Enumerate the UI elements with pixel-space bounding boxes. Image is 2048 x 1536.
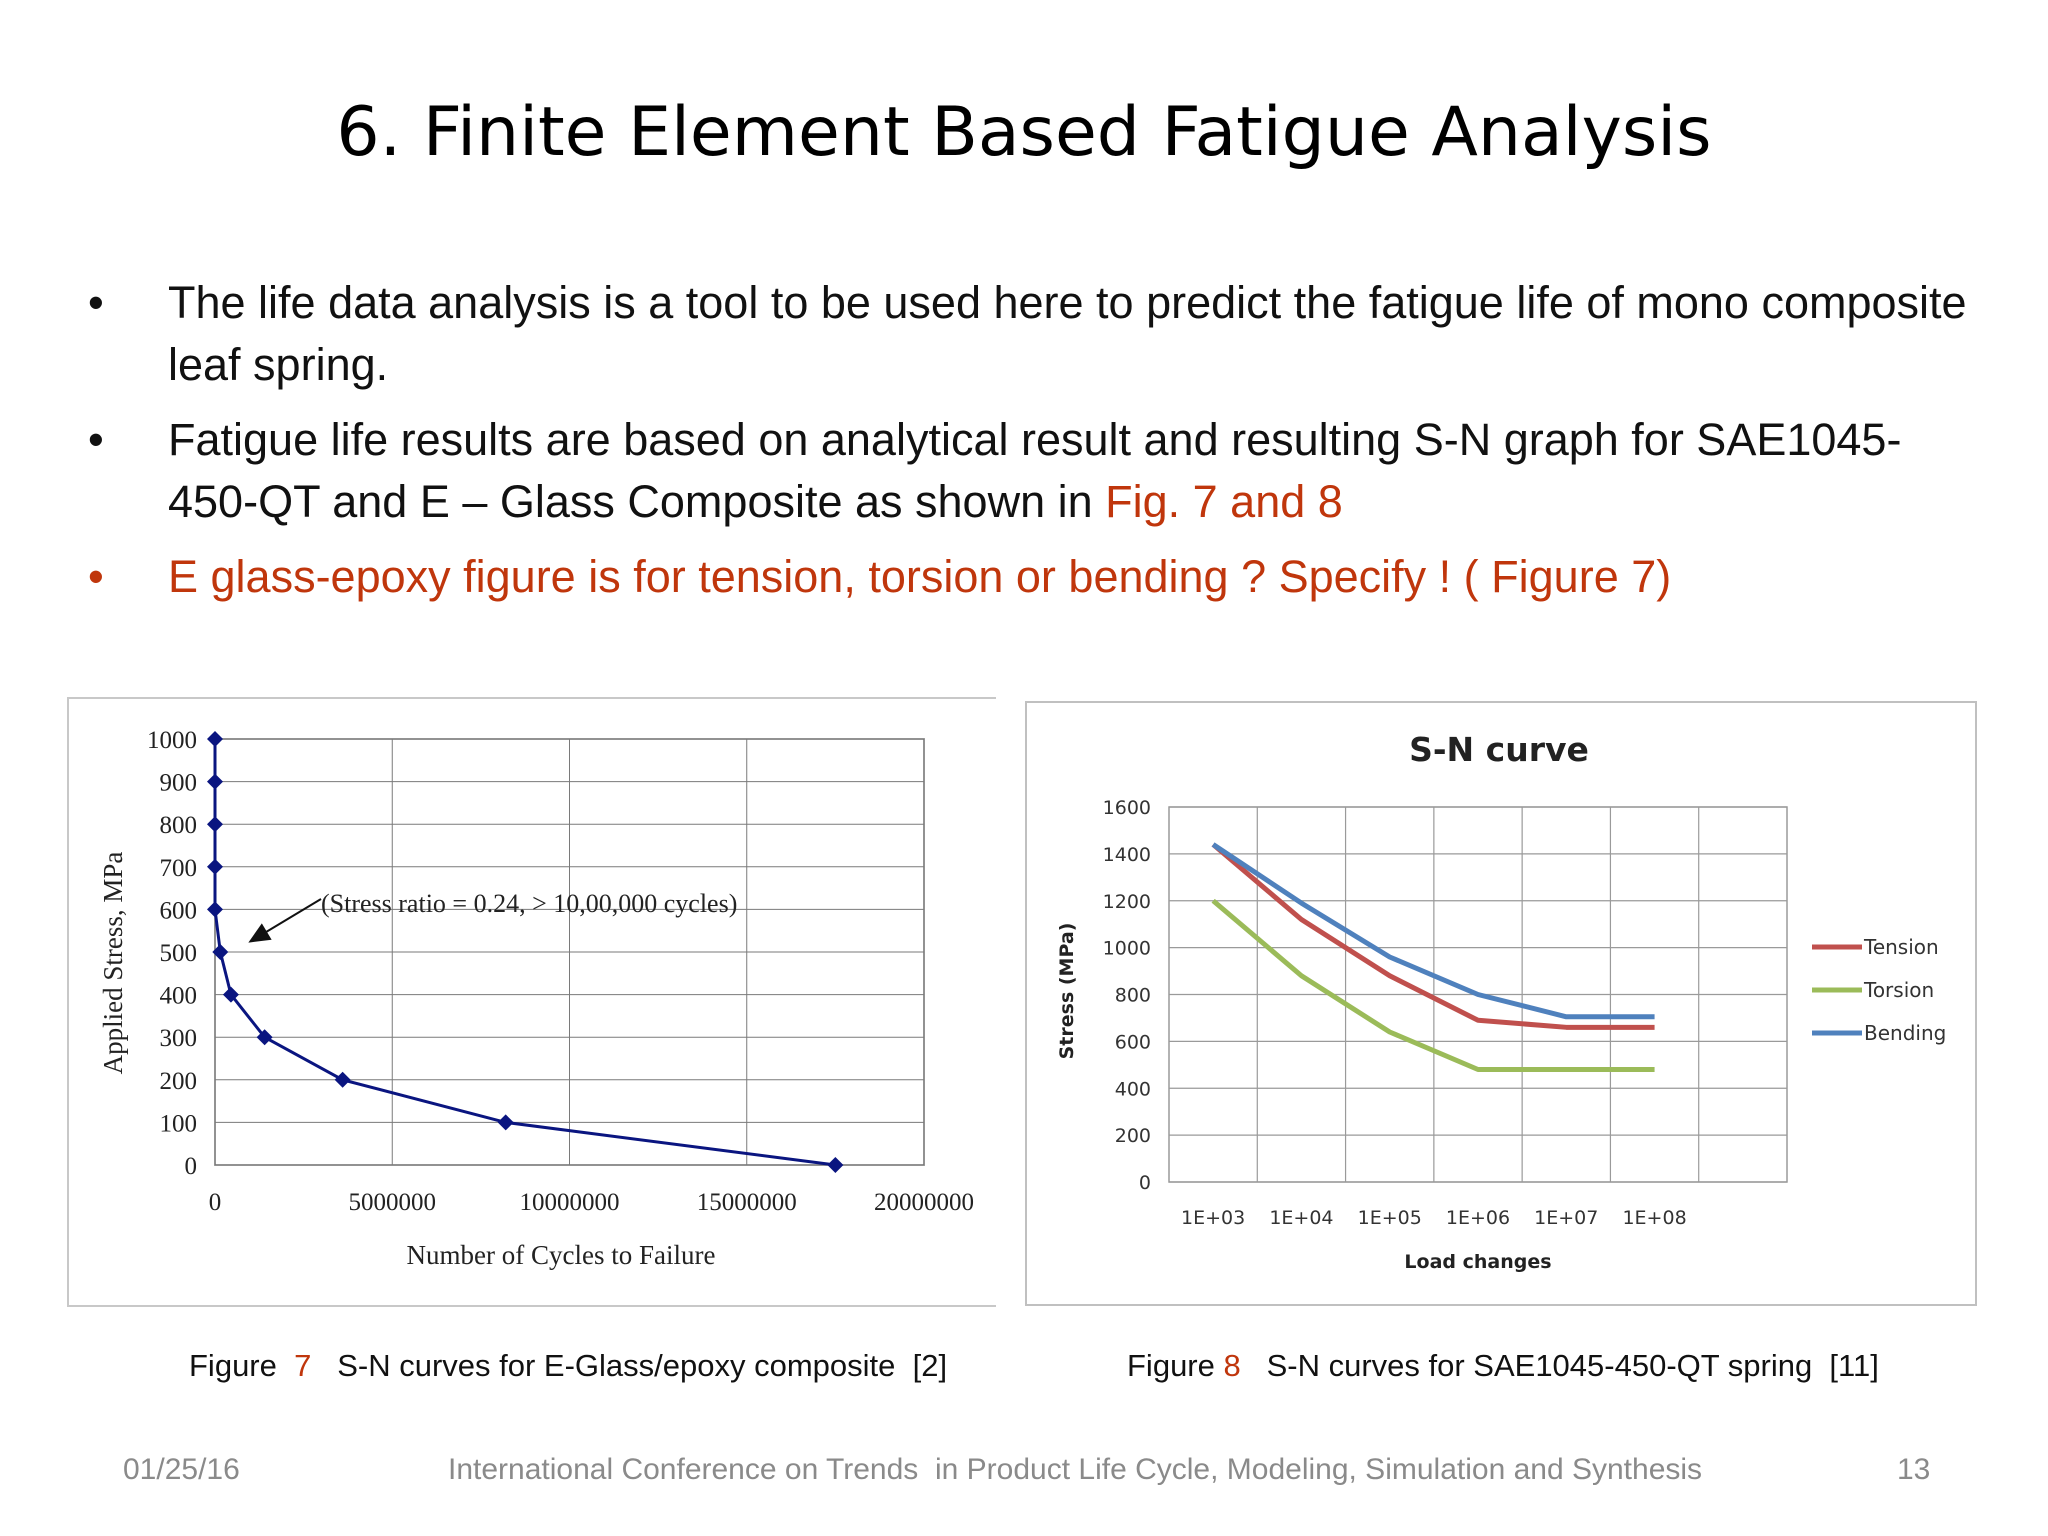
caption-prefix: Figure [189, 1348, 286, 1383]
fig7-grid [214, 738, 925, 1166]
fig8-y-tick-label: 800 [1115, 985, 1151, 1007]
bullet-text: The life data analysis is a tool to be u… [168, 277, 1967, 390]
fig8-x-axis-label: Load changes [1404, 1251, 1551, 1273]
caption-text: S-N curves for SAE1045-450-QT spring [11… [1266, 1348, 1879, 1383]
caption-prefix: Figure [1127, 1348, 1224, 1383]
fig7-data-point [827, 1157, 844, 1173]
fig7-y-tick-label: 500 [160, 940, 198, 967]
fig7-y-tick-label: 100 [160, 1110, 198, 1137]
fig8-x-tick-label: 1E+06 [1446, 1207, 1510, 1229]
fig7-y-axis-label: Applied Stress, MPa [98, 852, 128, 1075]
fig7-data-point [207, 773, 223, 790]
fig8-y-tick-label: 1000 [1103, 938, 1151, 960]
bullet-marker: • [88, 414, 104, 465]
fig7-x-tick-label: 10000000 [520, 1189, 620, 1216]
figure-7-chart: 0 100 200 300 400 500 600 700 800 900 1000 0 5000000… [67, 697, 996, 1307]
fig7-data-point [256, 1029, 273, 1046]
fig8-series [1211, 842, 1655, 1072]
figure-7-svg: 0 100 200 300 400 500 600 700 800 900 1000 0 5000000… [98, 727, 974, 1270]
fig7-x-axis-label: Number of Cycles to Failure [407, 1240, 716, 1270]
fig8-x-tick-label: 1E+05 [1358, 1207, 1422, 1229]
fig8-y-tick-label: 1600 [1103, 797, 1151, 819]
bullet-item: • The life data analysis is a tool to be… [88, 272, 1988, 396]
fig7-y-tick-label: 400 [160, 983, 198, 1010]
caption-number: 7 [294, 1348, 312, 1383]
fig7-y-tick-label: 1000 [147, 727, 197, 754]
fig8-legend: Tension Torsion Bending [1812, 935, 1946, 1045]
fig7-data-point [497, 1114, 514, 1131]
fig7-y-tick-label: 200 [160, 1068, 198, 1095]
fig8-y-axis-label: Stress (MPa) [1056, 923, 1078, 1060]
figure-reference: Fig. 7 and 8 [1105, 476, 1343, 527]
fig7-y-tick-label: 300 [160, 1025, 198, 1052]
caption-text: S-N curves for E-Glass/epoxy composite [… [337, 1348, 948, 1383]
fig8-x-tick-label: 1E+08 [1622, 1207, 1686, 1229]
fig7-data-point [207, 816, 223, 833]
fig7-ticks: 0 100 200 300 400 500 600 700 800 900 1000 0 5000000… [147, 727, 974, 1216]
figure-7-caption: Figure 7 S-N curves for E-Glass/epoxy co… [189, 1346, 947, 1386]
caption-number: 8 [1223, 1348, 1241, 1383]
fig7-y-tick-label: 800 [160, 812, 198, 839]
footer-page-number: 13 [1897, 1453, 1931, 1486]
fig7-data-point [334, 1071, 351, 1088]
fig8-x-tick-label: 1E+04 [1269, 1207, 1333, 1229]
fig8-legend-label-tension: Tension [1863, 935, 1939, 959]
fig8-ticks: 0 200 400 600 800 1000 1200 1400 1600 1E+03 1E+04 1… [1103, 797, 1687, 1229]
fig7-x-tick-label: 5000000 [349, 1189, 437, 1216]
fig8-legend-label-torsion: Torsion [1863, 978, 1934, 1002]
fig7-data-point [207, 731, 223, 747]
fig8-y-tick-label: 200 [1115, 1125, 1151, 1147]
fig7-data-point [207, 858, 223, 875]
fig8-y-tick-label: 600 [1115, 1031, 1151, 1053]
fig8-series-line-torsion [1211, 898, 1655, 1072]
fig8-y-tick-label: 1200 [1103, 891, 1151, 913]
bullet-list: • The life data analysis is a tool to be… [88, 272, 1988, 621]
fig7-data-point [222, 986, 239, 1003]
footer-conference: International Conference on Trends in Pr… [448, 1453, 1703, 1486]
fig7-x-tick-label: 0 [209, 1189, 222, 1216]
fig7-annotation: (Stress ratio = 0.24, > 10,00,000 cycles… [321, 889, 737, 918]
fig7-y-tick-label: 600 [160, 897, 198, 924]
figure-8-svg: S-N curve 0 200 400 600 800 1000 1200 1400 1600 1… [1056, 730, 1946, 1273]
fig7-x-tick-label: 20000000 [874, 1189, 974, 1216]
fig7-data-point [212, 944, 229, 960]
fig8-x-tick-label: 1E+03 [1181, 1207, 1245, 1229]
fig8-y-tick-label: 1400 [1103, 844, 1151, 866]
fig7-data-point [207, 901, 223, 918]
fig8-x-tick-label: 1E+07 [1534, 1207, 1598, 1229]
slide-title: 6. Finite Element Based Fatigue Analysis [336, 93, 1712, 172]
fig7-series [207, 731, 844, 1173]
fig8-y-tick-label: 400 [1115, 1078, 1151, 1100]
fig7-y-tick-label: 700 [160, 855, 198, 882]
fig8-series-line-tension [1211, 842, 1655, 1030]
bullet-marker: • [88, 277, 104, 328]
footer-date: 01/25/16 [123, 1453, 240, 1486]
fig7-y-tick-label: 900 [160, 770, 198, 797]
fig8-series-line-bending [1211, 842, 1655, 1020]
bullet-marker: • [88, 551, 104, 602]
fig7-y-tick-label: 0 [185, 1153, 198, 1180]
bullet-text: Fatigue life results are based on analyt… [168, 414, 1902, 527]
bullet-item: • Fatigue life results are based on anal… [88, 409, 1988, 533]
fig7-x-tick-label: 15000000 [697, 1189, 797, 1216]
fig8-y-tick-label: 0 [1139, 1172, 1151, 1194]
fig8-chart-title: S-N curve [1409, 730, 1589, 769]
fig7-annotation-arrow [248, 898, 322, 943]
bullet-text: E glass-epoxy figure is for tension, tor… [168, 551, 1672, 602]
bullet-item-question: • E glass-epoxy figure is for tension, t… [88, 546, 1988, 608]
figure-8-chart: S-N curve 0 200 400 600 800 1000 1200 1400 1600 1… [1025, 701, 1977, 1306]
figure-8-caption: Figure 8 S-N curves for SAE1045-450-QT s… [1127, 1346, 1879, 1386]
fig8-legend-label-bending: Bending [1864, 1021, 1946, 1045]
